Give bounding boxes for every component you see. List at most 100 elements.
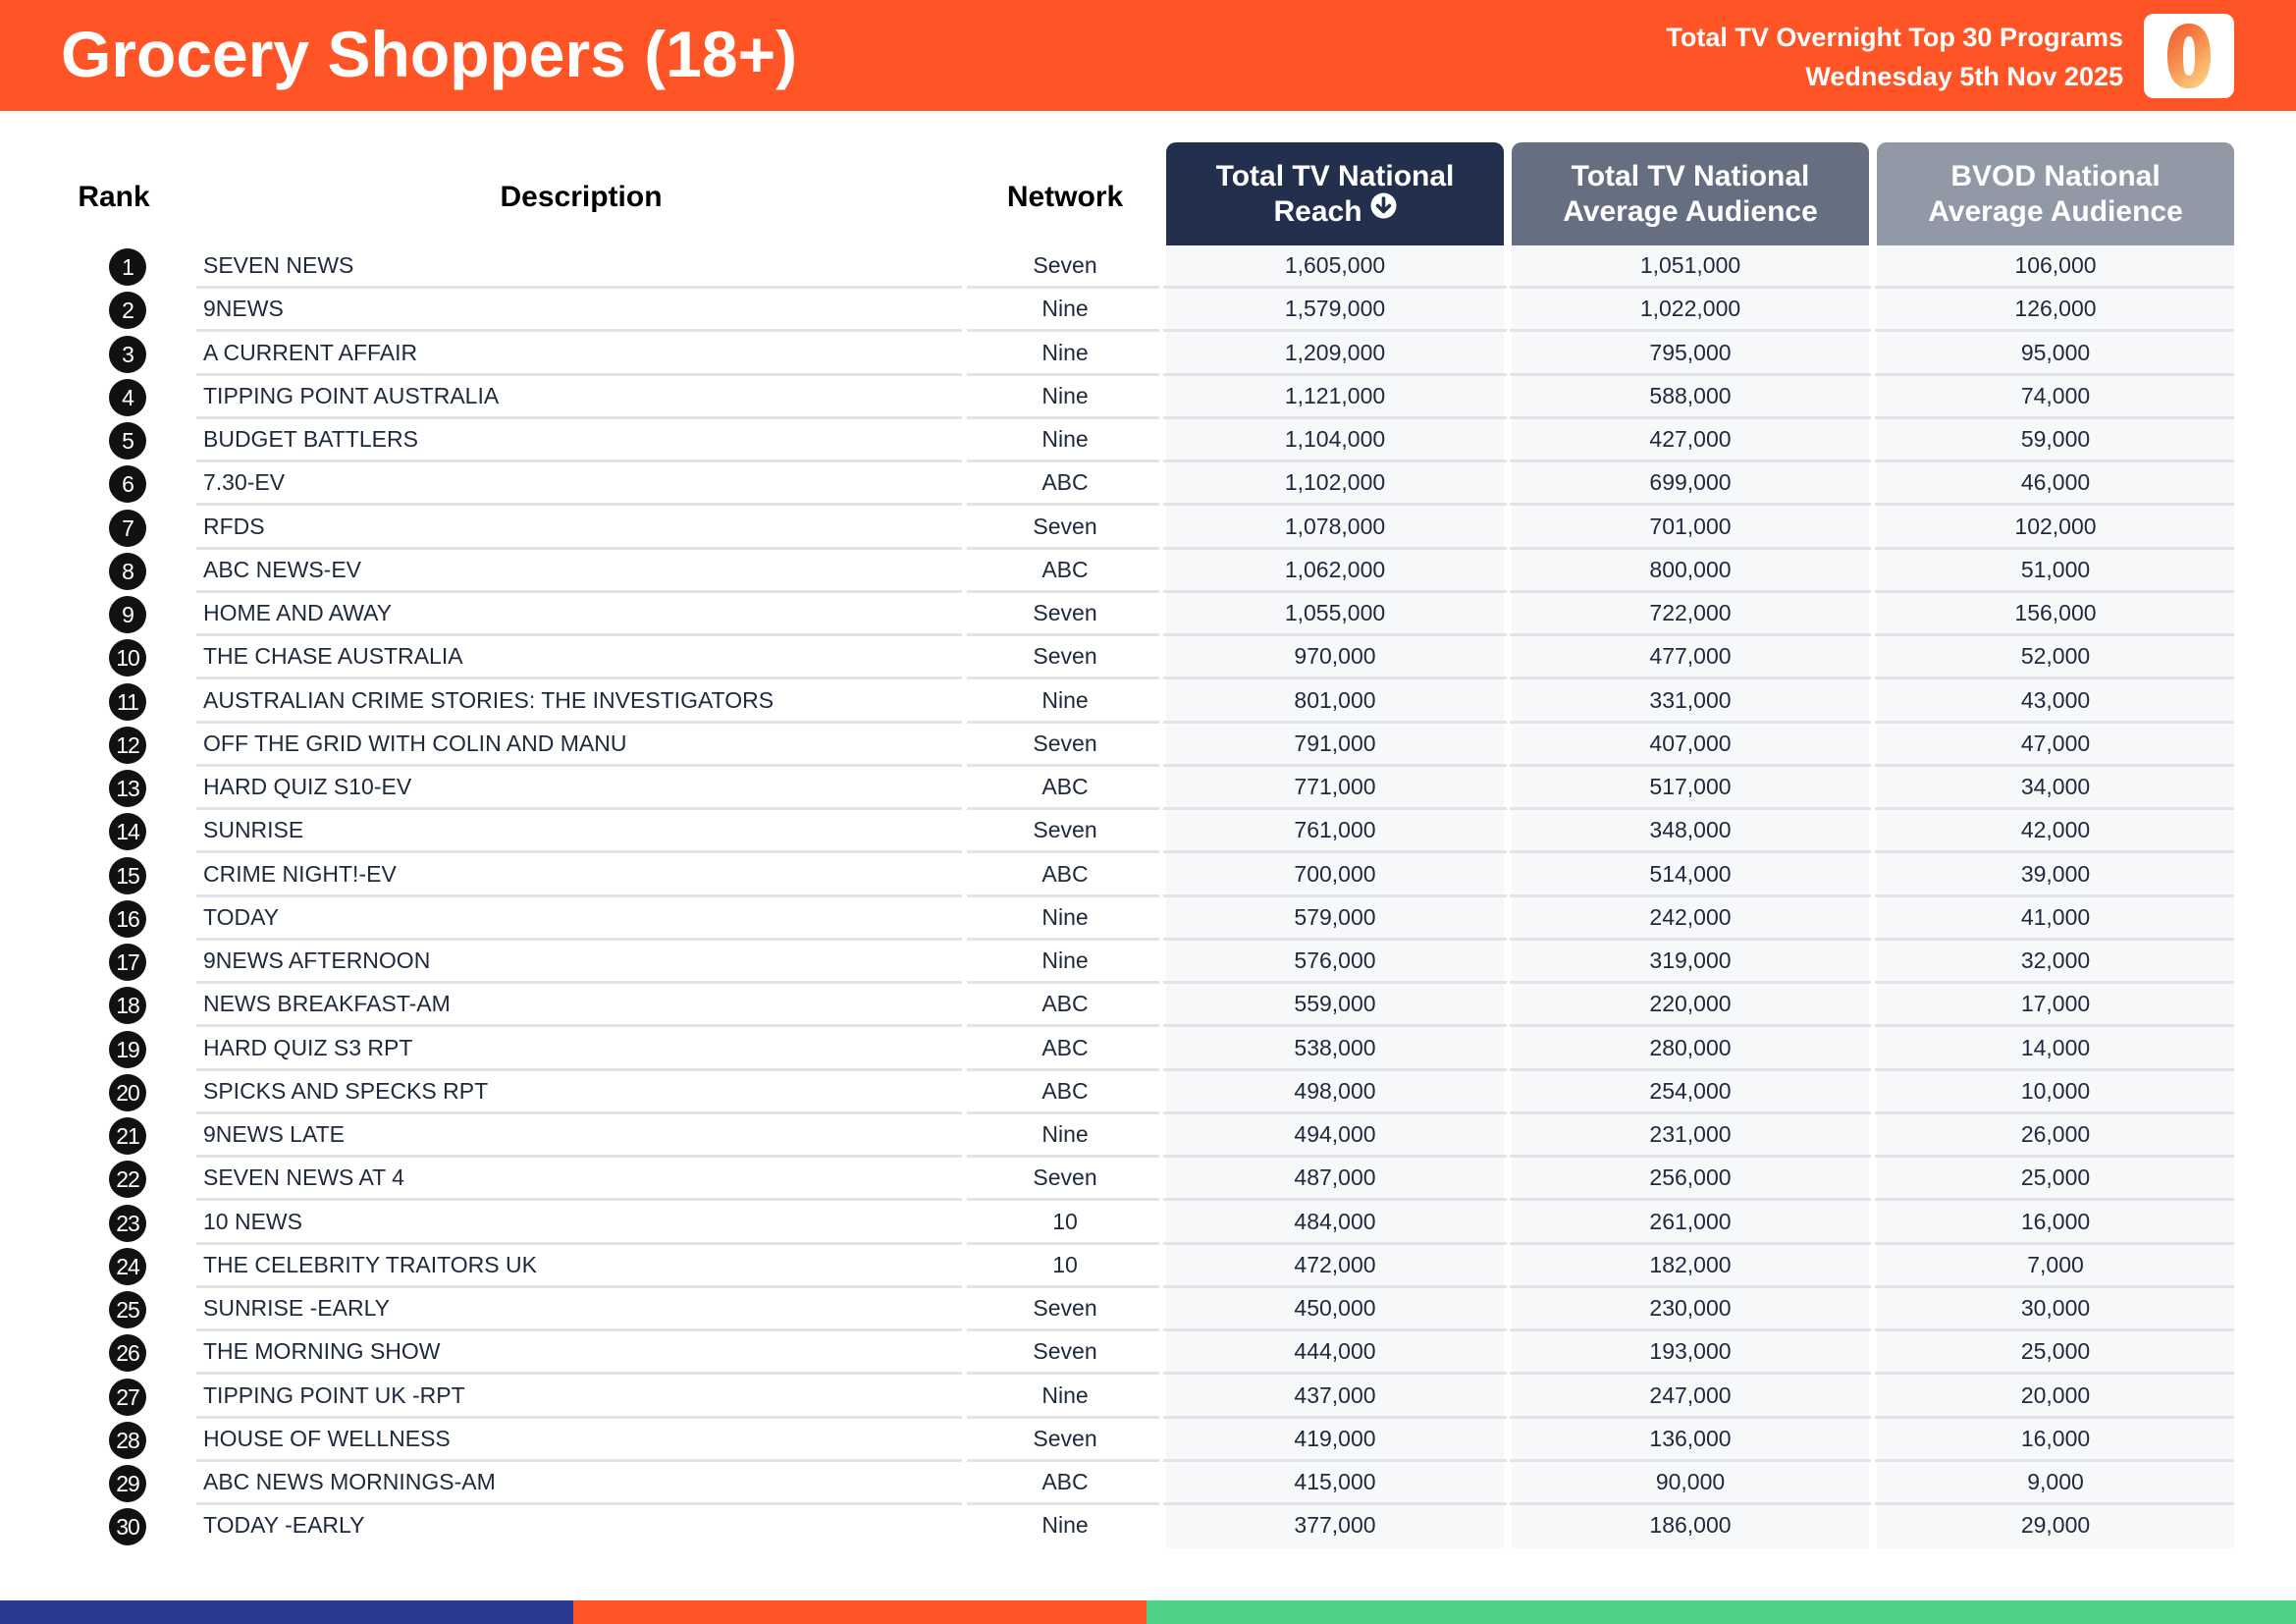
row-divider — [1875, 372, 2234, 376]
sort-descending-icon[interactable] — [1370, 192, 1397, 228]
table-row[interactable]: 5 BUDGET BATTLERS Nine 1,104,000 427,000 59,0… — [0, 419, 2296, 462]
table-row[interactable]: 6 7.30-EV ABC 1,102,000 699,000 46,000 — [0, 462, 2296, 507]
table-row[interactable]: 2 9NEWS Nine 1,579,000 1,022,000 126,000 — [0, 289, 2296, 333]
average-audience-value: 477,000 — [1649, 643, 1732, 670]
row-divider — [967, 546, 1159, 550]
table-row[interactable]: 15 CRIME NIGHT!-EV ABC 700,000 514,000 39,000 — [0, 854, 2296, 897]
column-header-description[interactable]: Description — [500, 181, 663, 213]
row-divider — [1163, 546, 1507, 550]
table-row[interactable]: 25 SUNRISE -EARLY Seven 450,000 230,000 30,00… — [0, 1288, 2296, 1331]
table-row[interactable]: 10 THE CHASE AUSTRALIA Seven 970,000 477,000… — [0, 636, 2296, 680]
table-row[interactable]: 27 TIPPING POINT UK -RPT Nine 437,000 247,00… — [0, 1376, 2296, 1419]
column-header-bvod[interactable]: BVOD National Average Audience — [1877, 142, 2234, 245]
table-row[interactable]: 18 NEWS BREAKFAST-AM ABC 559,000 220,000 17,0… — [0, 984, 2296, 1028]
row-divider — [1163, 372, 1507, 376]
average-audience-value: 242,000 — [1649, 903, 1732, 930]
row-divider — [967, 893, 1159, 897]
rank-badge: 25 — [109, 1291, 146, 1328]
table-row[interactable]: 13 HARD QUIZ S10-EV ABC 771,000 517,000 34,00… — [0, 767, 2296, 810]
row-divider — [1875, 503, 2234, 507]
program-description: SEVEN NEWS — [203, 252, 354, 278]
row-divider — [1163, 1110, 1507, 1114]
table-row[interactable]: 14 SUNRISE Seven 761,000 348,000 42,000 — [0, 810, 2296, 854]
table-row[interactable]: 17 9NEWS AFTERNOON Nine 576,000 319,000 32,00… — [0, 941, 2296, 984]
row-divider — [196, 1241, 962, 1245]
table-row[interactable]: 3 A CURRENT AFFAIR Nine 1,209,000 795,000 95,… — [0, 333, 2296, 376]
program-description: SEVEN NEWS AT 4 — [203, 1164, 404, 1191]
average-audience-value: 701,000 — [1649, 513, 1732, 539]
rank-badge: 11 — [109, 682, 146, 721]
row-divider — [1875, 1110, 2234, 1114]
program-network: Seven — [1033, 643, 1097, 670]
rank-badge: 5 — [109, 422, 146, 460]
table-row[interactable]: 1 SEVEN NEWS Seven 1,605,000 1,051,000 106,00… — [0, 245, 2296, 289]
row-divider — [1163, 460, 1507, 462]
table-row[interactable]: 7 RFDS Seven 1,078,000 701,000 102,000 — [0, 507, 2296, 550]
table-row[interactable]: 23 10 NEWS 10 484,000 261,000 16,000 — [0, 1202, 2296, 1245]
row-divider — [1510, 937, 1871, 941]
row-divider — [1875, 1067, 2234, 1071]
row-divider — [967, 372, 1159, 376]
row-divider — [1875, 589, 2234, 593]
program-description: HOME AND AWAY — [203, 600, 393, 625]
table-row[interactable]: 8 ABC NEWS-EV ABC 1,062,000 800,000 51,000 — [0, 550, 2296, 593]
column-header-rank[interactable]: Rank — [78, 181, 150, 213]
row-divider — [1510, 1415, 1871, 1419]
reach-value: 538,000 — [1294, 1034, 1376, 1060]
avg-header-line2: Average Audience — [1563, 194, 1818, 228]
table-row[interactable]: 19 HARD QUIZ S3 RPT ABC 538,000 280,000 14,00… — [0, 1028, 2296, 1071]
row-divider — [967, 981, 1159, 984]
table-row[interactable]: 22 SEVEN NEWS AT 4 Seven 487,000 256,000 25,0… — [0, 1158, 2296, 1202]
table-row[interactable]: 16 TODAY Nine 579,000 242,000 41,000 — [0, 897, 2296, 941]
bvod-audience-value: 156,000 — [2014, 600, 2097, 625]
table-row[interactable]: 4 TIPPING POINT AUSTRALIA Nine 1,121,000 588… — [0, 376, 2296, 419]
table-row[interactable]: 11 AUSTRALIAN CRIME STORIES: THE INVESTIG… — [0, 680, 2296, 724]
column-header-reach[interactable]: Total TV National Reach — [1166, 142, 1504, 245]
average-audience-value: 261,000 — [1649, 1208, 1732, 1234]
column-header-average-audience[interactable]: Total TV National Average Audience — [1512, 142, 1869, 245]
row-divider — [196, 1110, 962, 1114]
row-divider — [196, 1284, 962, 1288]
rank-badge: 20 — [109, 1073, 146, 1111]
table-row[interactable]: 21 9NEWS LATE Nine 494,000 231,000 26,000 — [0, 1114, 2296, 1158]
row-divider — [1510, 677, 1871, 680]
row-divider — [1875, 286, 2234, 289]
table-row[interactable]: 30 TODAY -EARLY Nine 377,000 186,000 29,000 — [0, 1505, 2296, 1548]
table-row[interactable]: 28 HOUSE OF WELLNESS Seven 419,000 136,000 16… — [0, 1419, 2296, 1462]
row-divider — [1510, 1372, 1871, 1376]
bvod-audience-value: 43,000 — [2020, 686, 2091, 713]
bvod-audience-value: 46,000 — [2020, 469, 2091, 496]
row-divider — [1163, 720, 1507, 724]
bvod-header-line1: BVOD National — [1950, 159, 2161, 192]
row-divider — [1510, 1502, 1871, 1505]
table-row[interactable]: 12 OFF THE GRID WITH COLIN AND MANU Seven 7… — [0, 724, 2296, 767]
rank-badge: 1 — [109, 248, 146, 286]
program-description: SUNRISE -EARLY — [203, 1295, 391, 1321]
bvod-audience-value: 9,000 — [2027, 1469, 2084, 1494]
column-header-network[interactable]: Network — [1006, 181, 1124, 213]
program-network: Nine — [1041, 382, 1089, 408]
row-divider — [1163, 1024, 1507, 1028]
row-divider — [1875, 1502, 2234, 1505]
table-row[interactable]: 24 THE CELEBRITY TRAITORS UK 10 472,000 182,… — [0, 1245, 2296, 1288]
row-divider — [1875, 937, 2234, 941]
table-row[interactable]: 9 HOME AND AWAY Seven 1,055,000 722,000 156,0… — [0, 593, 2296, 636]
row-divider — [1510, 589, 1871, 593]
reach-value: 791,000 — [1294, 730, 1376, 756]
table-row[interactable]: 20 SPICKS AND SPECKS RPT ABC 498,000 254,000… — [0, 1071, 2296, 1114]
table-row[interactable]: 29 ABC NEWS MORNINGS-AM ABC 415,000 90,000 9,… — [0, 1462, 2296, 1505]
reach-value: 419,000 — [1294, 1425, 1376, 1451]
row-divider — [196, 589, 962, 593]
table-row[interactable]: 26 THE MORNING SHOW Seven 444,000 193,000 25,… — [0, 1331, 2296, 1376]
average-audience-value: 722,000 — [1649, 600, 1732, 625]
reach-value: 1,078,000 — [1284, 513, 1386, 539]
average-audience-value: 514,000 — [1649, 860, 1732, 887]
program-network: Nine — [1041, 686, 1089, 713]
program-network: Seven — [1033, 252, 1097, 278]
program-network: Nine — [1041, 1381, 1089, 1408]
row-divider — [1510, 1458, 1871, 1462]
program-description: CRIME NIGHT!-EV — [203, 860, 397, 887]
row-divider — [1510, 1110, 1871, 1114]
reach-value: 771,000 — [1294, 774, 1376, 799]
row-divider — [1163, 1415, 1507, 1419]
